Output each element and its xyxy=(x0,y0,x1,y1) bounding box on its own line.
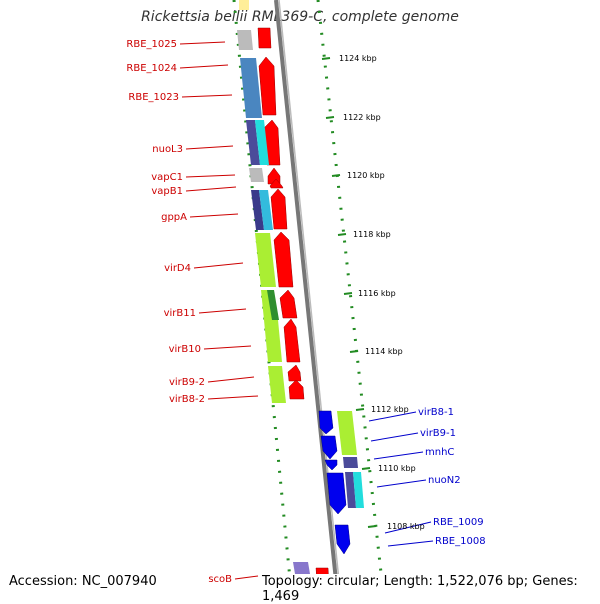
gene-block xyxy=(267,290,279,320)
gene-label: RBE_1024 xyxy=(126,63,177,74)
tick-label: 1124 kbp xyxy=(339,54,377,63)
tick-label: 1110 kbp xyxy=(378,464,416,473)
accession-label: Accession: NC_007940 xyxy=(9,574,157,589)
gene-arrow xyxy=(287,364,302,382)
gene-block xyxy=(268,366,286,403)
forward-genes xyxy=(257,27,331,600)
gene-label: vapC1 xyxy=(151,172,183,183)
gene-block xyxy=(237,30,253,50)
tick-label: 1114 kbp xyxy=(365,347,403,356)
gene-block xyxy=(345,472,356,508)
gene-label: scoB xyxy=(208,574,232,585)
gc-track-right xyxy=(316,0,386,600)
gene-arrow xyxy=(279,289,298,319)
gene-arrow xyxy=(258,56,277,116)
gene-label: virD4 xyxy=(164,263,191,274)
gene-arrow xyxy=(283,318,301,363)
gene-label: virB9-1 xyxy=(420,428,456,439)
gene-arrow xyxy=(257,27,272,49)
backbone-line xyxy=(274,0,340,600)
gene-arrow xyxy=(324,459,338,471)
gene-label: virB8-2 xyxy=(169,394,205,405)
right-leaders xyxy=(368,411,434,547)
tick-label: 1122 kbp xyxy=(343,113,381,122)
left-leaders xyxy=(179,41,259,580)
reverse-genes xyxy=(318,410,351,555)
gene-label: virB8-1 xyxy=(418,407,454,418)
gene-block xyxy=(246,120,260,165)
map-title: Rickettsia bellii RML369-C, complete gen… xyxy=(141,9,459,25)
gene-label: nuoN2 xyxy=(428,475,461,486)
cog-blocks-right xyxy=(337,411,364,508)
gene-block xyxy=(337,411,357,455)
gene-arrow xyxy=(269,178,284,189)
gene-block xyxy=(353,472,364,508)
gene-block xyxy=(251,190,264,230)
gene-block xyxy=(343,457,358,468)
gene-labels-left: RBE_1025 RBE_1024 RBE_1023 nuoL3 vapC1 v… xyxy=(126,39,232,585)
gene-block xyxy=(264,320,282,362)
tick-label: 1118 kbp xyxy=(353,230,391,239)
gene-label: RBE_1023 xyxy=(128,92,179,103)
gene-label: vapB1 xyxy=(151,186,183,197)
gene-arrow xyxy=(288,379,305,400)
gene-block xyxy=(259,190,273,230)
gene-label: nuoL3 xyxy=(152,144,183,155)
gene-labels-right: virB8-1 virB9-1 mnhC nuoN2 RBE_1009 RBE_… xyxy=(418,407,486,547)
gene-block xyxy=(240,58,262,118)
gene-label: RBE_1025 xyxy=(126,39,177,50)
genome-summary: Topology: circular; Length: 1,522,076 bp… xyxy=(262,574,600,604)
gene-arrow xyxy=(320,435,338,460)
gene-label: gppA xyxy=(161,212,187,223)
gene-label: virB10 xyxy=(169,344,201,355)
gene-label: RBE_1009 xyxy=(433,517,484,528)
gc-track-left xyxy=(232,0,294,600)
gene-arrow xyxy=(334,524,351,555)
gene-arrow xyxy=(318,410,334,435)
tick-marks xyxy=(321,57,377,528)
tick-label: 1120 kbp xyxy=(347,171,385,180)
gene-label: mnhC xyxy=(425,447,454,458)
tick-labels: 1124 kbp 1122 kbp 1120 kbp 1118 kbp 1116… xyxy=(339,54,425,531)
gene-block xyxy=(255,233,276,287)
gene-label: virB11 xyxy=(164,308,196,319)
gene-block xyxy=(255,120,269,165)
gene-block xyxy=(239,0,249,10)
gene-block xyxy=(249,168,264,182)
tick-label: 1108 kbp xyxy=(387,522,425,531)
gene-label: virB9-2 xyxy=(169,377,205,388)
tick-label: 1116 kbp xyxy=(358,289,396,298)
gene-arrow xyxy=(326,472,347,515)
cog-blocks-left xyxy=(237,0,313,600)
gene-arrow xyxy=(270,188,288,230)
gene-arrow xyxy=(273,231,294,288)
gene-label: RBE_1008 xyxy=(435,536,486,547)
tick-label: 1112 kbp xyxy=(371,405,409,414)
